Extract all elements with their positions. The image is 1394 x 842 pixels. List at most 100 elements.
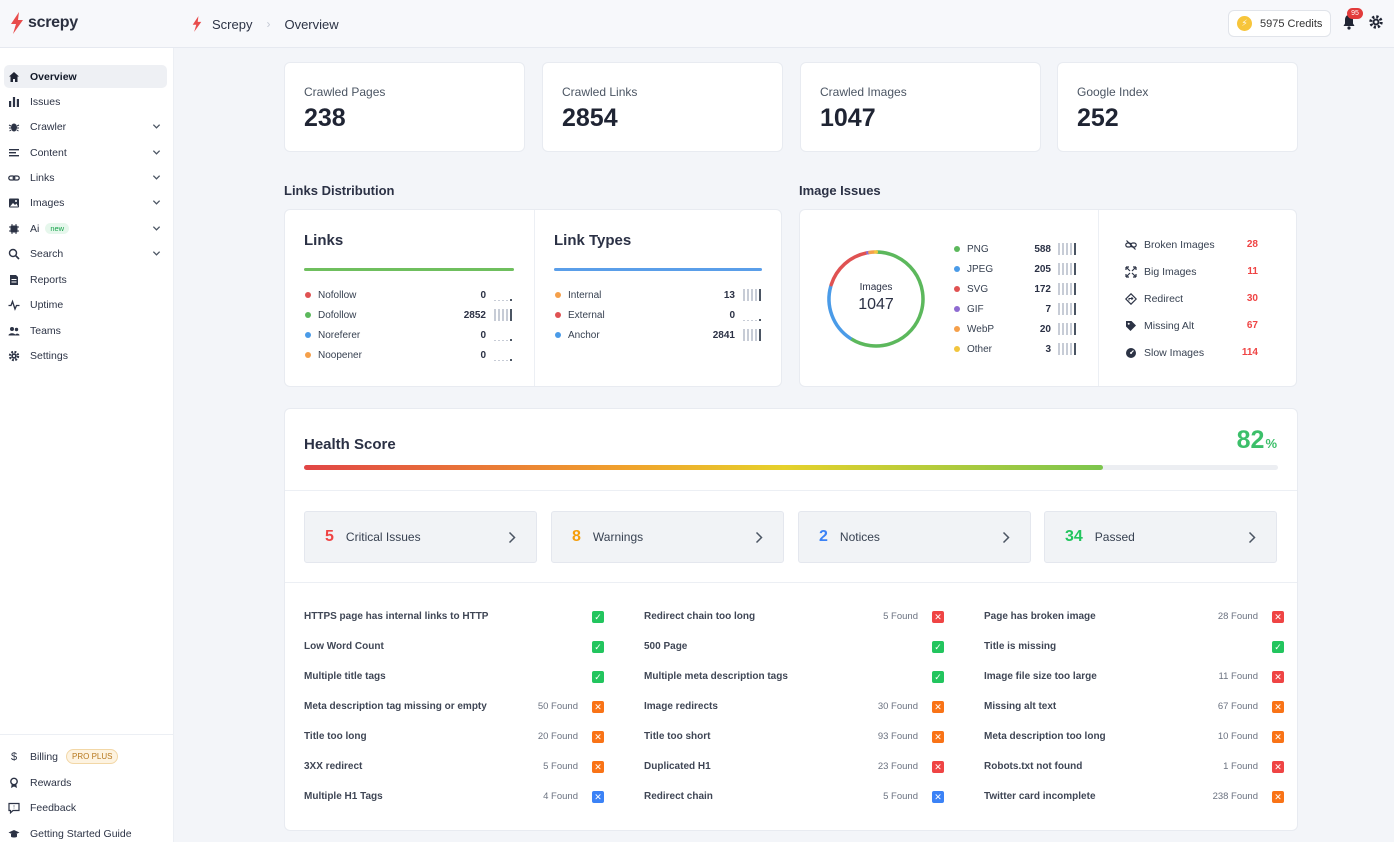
sidebar-item-reports[interactable]: Reports — [4, 268, 167, 291]
image-issue-missing-alt[interactable]: Missing Alt — [1125, 319, 1194, 333]
stat-label: Crawled Pages — [304, 85, 386, 99]
sidebar-item-links[interactable]: Links — [4, 166, 167, 189]
check-row[interactable]: Image file size too large 11 Found ✕ — [984, 671, 1284, 685]
speed-icon — [1126, 348, 1136, 358]
sidebar-item-crawler[interactable]: Crawler — [4, 115, 167, 138]
legend-dot — [555, 312, 561, 318]
sidebar-item-feedback[interactable]: ! Feedback — [4, 796, 167, 819]
sidebar-item-rewards[interactable]: Rewards — [4, 771, 167, 794]
check-row[interactable]: Page has broken image 28 Found ✕ — [984, 611, 1284, 625]
check-label: 3XX redirect — [304, 761, 363, 772]
legend-dot — [305, 292, 311, 298]
legend-value: 588 — [1034, 244, 1051, 255]
summary-label: Critical Issues — [345, 530, 421, 544]
bar-chart-icon — [8, 96, 20, 108]
sidebar-item-overview[interactable]: Overview — [4, 65, 167, 88]
check-notice-icon: ✕ — [592, 791, 604, 803]
sidebar-item-billing[interactable]: $ Billing PRO PLUS — [4, 745, 167, 768]
credits-button[interactable]: ⚡ 5975 Credits — [1228, 10, 1332, 37]
sidebar-item-teams[interactable]: Teams — [4, 319, 167, 342]
logo[interactable]: screpy — [10, 12, 78, 34]
summary-label: Warnings — [592, 530, 644, 544]
summary-notices[interactable]: 2 Notices — [798, 511, 1031, 563]
stat-value: 238 — [304, 104, 346, 132]
check-row[interactable]: Multiple H1 Tags 4 Found ✕ — [304, 791, 604, 805]
broken-link-icon — [1125, 240, 1137, 250]
chevron-down-icon — [152, 124, 161, 129]
check-row[interactable]: 500 Page ✓ — [644, 641, 944, 655]
image-issues-card: Images 1047 PNG 588 JPEG 205 SVG 172 GIF… — [799, 209, 1297, 387]
check-found-count: 50 Found — [537, 701, 578, 712]
check-row[interactable]: Redirect chain 5 Found ✕ — [644, 791, 944, 805]
sidebar-item-search[interactable]: Search — [4, 242, 167, 265]
check-row[interactable]: Title is missing ✓ — [984, 641, 1284, 655]
check-pass-icon: ✓ — [932, 671, 944, 683]
summary-label: Notices — [839, 530, 880, 544]
check-label: 500 Page — [644, 641, 688, 652]
check-row[interactable]: Missing alt text 67 Found ✕ — [984, 701, 1284, 715]
check-row[interactable]: Multiple title tags ✓ — [304, 671, 604, 685]
sidebar-item-label: Links — [30, 171, 55, 184]
check-row[interactable]: Title too short 93 Found ✕ — [644, 731, 944, 745]
check-found-count: 67 Found — [1217, 701, 1258, 712]
sidebar-item-getting-started[interactable]: Getting Started Guide — [4, 822, 167, 842]
legend-row: Other — [954, 342, 992, 356]
summary-warnings[interactable]: 8 Warnings — [551, 511, 784, 563]
check-row[interactable]: Robots.txt not found 1 Found ✕ — [984, 761, 1284, 775]
issue-count: 30 — [1246, 293, 1258, 304]
chevron-down-icon — [152, 251, 161, 256]
chevron-down-icon — [152, 200, 161, 205]
check-row[interactable]: Meta description too long 10 Found ✕ — [984, 731, 1284, 745]
check-row[interactable]: Low Word Count ✓ — [304, 641, 604, 655]
image-issue-slow-images[interactable]: Slow Images — [1125, 346, 1204, 360]
sidebar-item-settings[interactable]: Settings — [4, 344, 167, 367]
summary-passed[interactable]: 34 Passed — [1044, 511, 1277, 563]
images-donut-chart — [827, 250, 925, 348]
check-row[interactable]: Redirect chain too long 5 Found ✕ — [644, 611, 944, 625]
check-row[interactable]: Duplicated H1 23 Found ✕ — [644, 761, 944, 775]
report-icon — [8, 274, 20, 286]
check-row[interactable]: Multiple meta description tags ✓ — [644, 671, 944, 685]
image-issue-redirect[interactable]: Redirect — [1125, 292, 1183, 306]
summary-critical-issues[interactable]: 5 Critical Issues — [304, 511, 537, 563]
sidebar-item-content[interactable]: Content — [4, 141, 167, 164]
stat-card-crawled-images: Crawled Images 1047 — [800, 62, 1041, 152]
check-row[interactable]: HTTPS page has internal links to HTTP ✓ — [304, 611, 604, 625]
check-row[interactable]: Meta description tag missing or empty 50 … — [304, 701, 604, 715]
pulse-icon — [8, 299, 20, 311]
coin-icon: ⚡ — [1237, 16, 1252, 31]
sidebar-item-issues[interactable]: Issues — [4, 90, 167, 113]
chevron-right-icon — [508, 531, 516, 544]
sidebar-item-label: Uptime — [30, 298, 64, 311]
breadcrumb-brand[interactable]: Screpy — [212, 16, 253, 32]
check-error-icon: ✕ — [1272, 611, 1284, 623]
check-row[interactable]: Twitter card incomplete 238 Found ✕ — [984, 791, 1284, 805]
check-label: Redirect chain — [644, 791, 713, 802]
image-issue-broken-images[interactable]: Broken Images — [1125, 238, 1215, 252]
check-label: Meta description too long — [984, 731, 1106, 742]
check-found-count: 93 Found — [877, 731, 918, 742]
check-label: Image file size too large — [984, 671, 1097, 682]
check-row[interactable]: Title too long 20 Found ✕ — [304, 731, 604, 745]
sidebar-item-uptime[interactable]: Uptime — [4, 293, 167, 316]
text-lines-icon — [8, 147, 20, 159]
settings-gear-icon[interactable] — [1368, 14, 1384, 30]
check-row[interactable]: 3XX redirect 5 Found ✕ — [304, 761, 604, 775]
check-label: Title too long — [304, 731, 367, 742]
legend-dot — [555, 292, 561, 298]
logo-text: screpy — [28, 14, 78, 31]
breadcrumb-current: Overview — [284, 16, 339, 32]
feedback-icon: ! — [8, 802, 20, 814]
legend-value: 2841 — [712, 330, 735, 341]
sidebar-item-ai[interactable]: Ai new — [4, 217, 167, 240]
bug-icon — [8, 121, 20, 133]
image-issue-big-images[interactable]: Big Images — [1125, 265, 1197, 279]
health-score-title: Health Score — [304, 436, 396, 453]
sidebar-item-images[interactable]: Images — [4, 191, 167, 214]
summary-count: 2 — [819, 528, 828, 545]
image-issues-title: Image Issues — [799, 183, 881, 198]
dollar-icon: $ — [10, 750, 18, 763]
summary-count: 8 — [572, 528, 581, 545]
check-row[interactable]: Image redirects 30 Found ✕ — [644, 701, 944, 715]
sparkline — [1058, 263, 1079, 275]
